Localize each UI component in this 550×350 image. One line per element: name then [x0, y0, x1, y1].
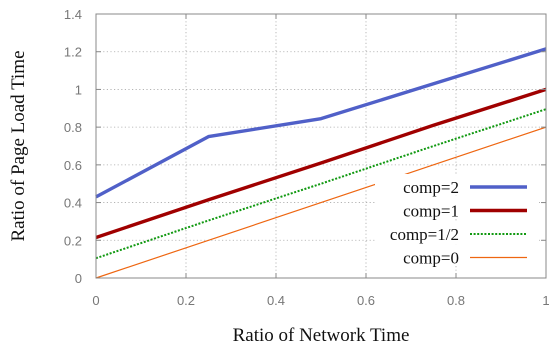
y-tick-label: 0.4 — [64, 196, 82, 211]
y-tick-label: 0.2 — [64, 233, 82, 248]
x-axis-label: Ratio of Network Time — [233, 325, 410, 346]
y-tick-label: 0.8 — [64, 120, 82, 135]
series-lines — [95, 47, 547, 279]
y-tick-label: 1.2 — [64, 45, 82, 60]
x-tick-label: 0 — [92, 293, 99, 308]
y-tick-label: 0 — [75, 271, 82, 286]
x-tick-labels: 0 0.2 0.4 0.6 0.8 1 — [92, 293, 549, 308]
series-line-comp-0 — [95, 126, 547, 279]
legend-label: comp=1 — [403, 202, 459, 221]
tick-marks — [95, 13, 547, 279]
y-tick-label: 0.6 — [64, 158, 82, 173]
legend-background — [375, 221, 539, 242]
y-axis-label: Ratio of Page Load Time — [8, 50, 29, 241]
y-tick-label: 1 — [75, 82, 82, 97]
series-line-comp-2 — [95, 47, 547, 199]
plot-frame — [95, 13, 547, 279]
legend-background — [375, 174, 539, 195]
legend: comp=2 comp=1 comp=1/2 comp=0 — [375, 174, 539, 268]
x-tick-label: 0.6 — [357, 293, 375, 308]
legend-label: comp=2 — [403, 178, 459, 197]
x-tick-label: 0.2 — [177, 293, 195, 308]
x-tick-label: 0.4 — [267, 293, 285, 308]
legend-background — [375, 197, 539, 219]
legend-background — [375, 244, 539, 266]
x-tick-label: 0.8 — [447, 293, 465, 308]
x-tick-label: 1 — [542, 293, 549, 308]
legend-label: comp=0 — [403, 249, 459, 268]
legend-label: comp=1/2 — [390, 225, 459, 244]
y-tick-label: 1.4 — [64, 7, 82, 22]
y-tick-labels: 0 0.2 0.4 0.6 0.8 1 1.2 1.4 — [64, 7, 82, 286]
series-line-comp-1 — [95, 87, 547, 240]
